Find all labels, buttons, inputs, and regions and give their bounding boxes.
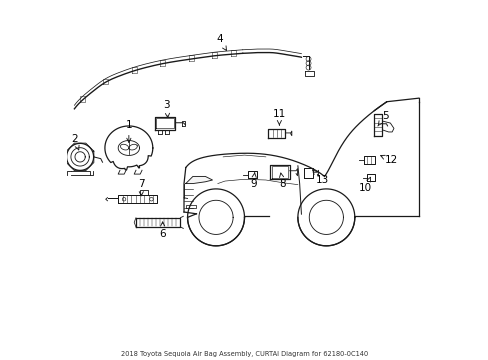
Text: 13: 13 [312,170,328,185]
Text: 11: 11 [272,109,285,125]
Text: 1: 1 [125,120,132,143]
Text: 5: 5 [377,111,387,126]
Text: 12: 12 [380,155,397,166]
Text: 6: 6 [159,222,165,239]
Text: 4: 4 [216,35,226,50]
Text: 3: 3 [163,100,170,117]
Text: 2: 2 [71,134,79,150]
Text: 8: 8 [279,173,285,189]
Polygon shape [185,176,212,184]
Text: 9: 9 [249,173,256,189]
Text: 7: 7 [138,179,144,196]
Text: 10: 10 [358,177,371,193]
Text: 2018 Toyota Sequoia Air Bag Assembly, CURTAI Diagram for 62180-0C140: 2018 Toyota Sequoia Air Bag Assembly, CU… [121,351,367,357]
